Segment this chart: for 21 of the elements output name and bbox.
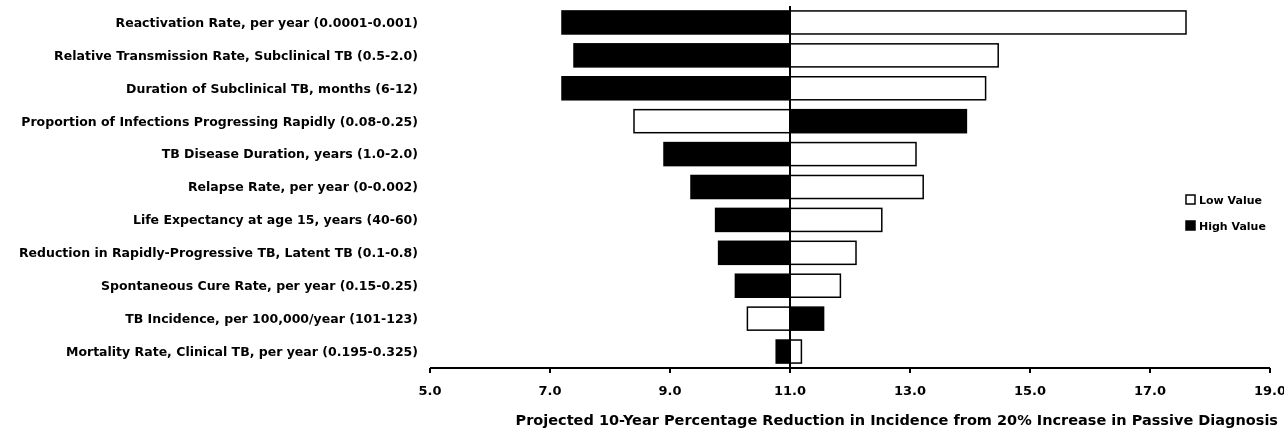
x-tick-label: 9.0 [658,383,682,398]
x-tick-label: 11.0 [773,383,807,398]
x-tick-label: 17.0 [1133,383,1167,398]
y-tick-label: Reduction in Rapidly-Progressive TB, Latent TB (0.1-0.8) [18,245,418,261]
x-tick-label: 13.0 [893,383,927,398]
legend-label: Low Value [1199,193,1262,207]
y-tick-label: Proportion of Infections Progressing Rapidly (0.08-0.25) [21,113,418,129]
y-tick-label: Relapse Rate, per year (0-0.002) [187,179,418,195]
y-tick-label: Spontaneous Cure Rate, per year (0.15-0.25) [101,278,418,294]
legend-label: High Value [1199,219,1266,233]
y-tick-label: Life Expectancy at age 15, years (40-60) [132,212,418,228]
x-tick-label: 7.0 [538,383,562,398]
x-tick-label: 5.0 [418,383,442,398]
y-tick-label: TB Incidence, per 100,000/year (101-123) [125,311,418,327]
y-tick-label: Mortality Rate, Clinical TB, per year (0.195-0.325) [65,343,418,359]
y-tick-label: TB Disease Duration, years (1.0-2.0) [161,146,418,162]
y-tick-label: Reactivation Rate, per year (0.0001-0.001) [115,14,418,30]
x-axis-title: Projected 10-Year Percentage Reduction in Incidence from 20% Increase in Passive Diagnosis [515,412,1278,428]
y-tick-label: Relative Transmission Rate, Subclinical TB (0.5-2.0) [54,47,418,63]
x-tick-label: 15.0 [1013,383,1047,398]
y-tick-label: Duration of Subclinical TB, months (6-12) [126,80,418,96]
